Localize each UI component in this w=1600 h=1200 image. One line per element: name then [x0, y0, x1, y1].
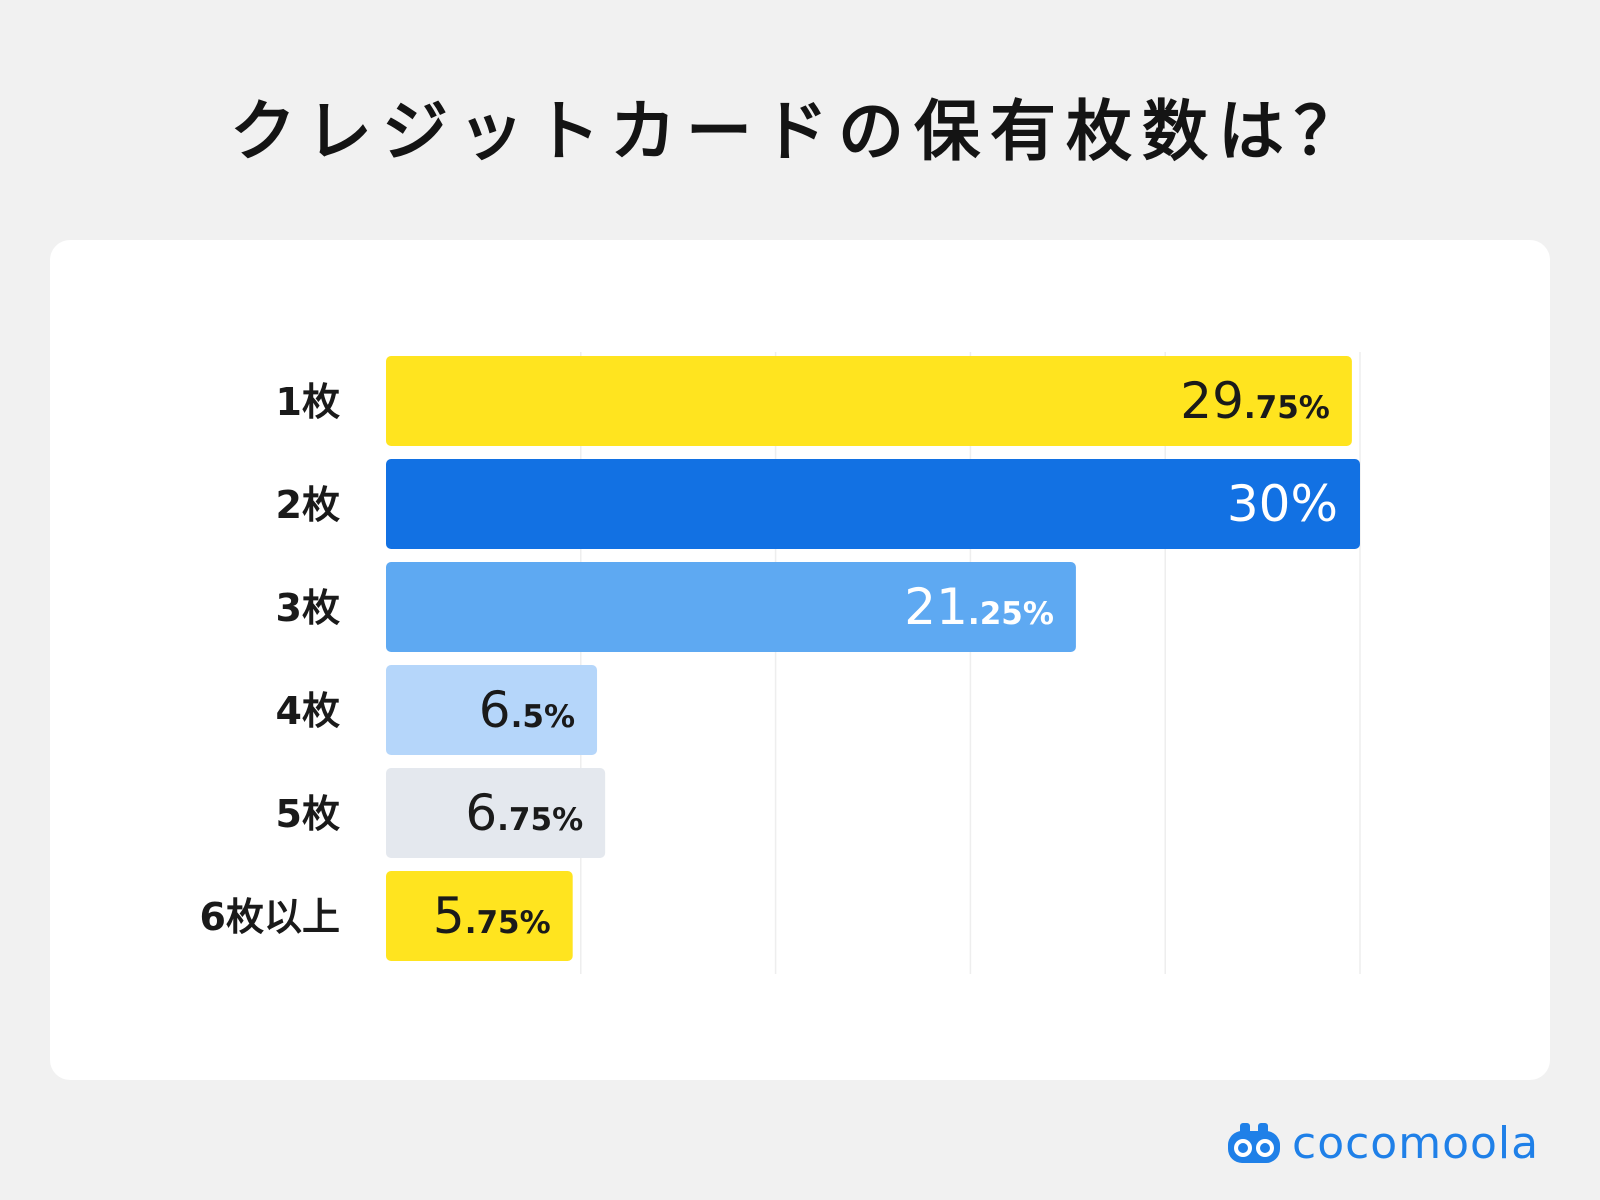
bar [386, 562, 1076, 652]
grid-lines [580, 352, 1361, 974]
bar [386, 871, 573, 961]
category-label: 1枚 [276, 380, 340, 424]
value-label-main: 6 [465, 784, 497, 842]
category-label: 4枚 [276, 689, 340, 733]
page-title: クレジットカードの保有枚数は？ [230, 93, 1370, 170]
bar [386, 665, 598, 755]
brand-name: cocomoola [1292, 1117, 1540, 1169]
value-label: 5.75% [433, 887, 551, 945]
value-label: 6.5% [479, 681, 575, 739]
value-label-main: 5 [433, 887, 465, 945]
value-label-decimal: .5% [511, 699, 575, 735]
value-label-main: 30% [1227, 475, 1338, 533]
value-label-decimal: .25% [968, 596, 1054, 632]
value-label-decimal: .75% [497, 802, 583, 838]
value-label: 29.75% [1180, 372, 1330, 430]
category-label: 3枚 [276, 586, 340, 630]
bars: 1枚 29.75%2枚 30%3枚 21.25%4枚 6.5%5枚 6.75%6枚以上 5.… [200, 356, 1360, 961]
chart-card: 1枚 29.75% 2枚 30% 3枚 21.25% 4枚 6.5% 5枚 6.75% 6枚以上 5.… [50, 240, 1550, 1080]
value-label: 21.25% [904, 578, 1054, 636]
value-label-decimal: .75% [465, 905, 551, 941]
value-label-main: 6 [479, 681, 511, 739]
brand-logo: cocomoola [1226, 1117, 1540, 1169]
value-label: 6.75% [465, 784, 583, 842]
category-label: 5枚 [276, 792, 340, 836]
category-label: 6枚以上 [200, 895, 340, 939]
value-label: 30% [1227, 475, 1338, 533]
category-label: 2枚 [276, 483, 340, 527]
value-label-decimal: .75% [1244, 390, 1330, 426]
bar [386, 356, 1352, 446]
bar [386, 459, 1360, 549]
binoculars-icon [1228, 1123, 1280, 1163]
bar-chart: 1枚 29.75%2枚 30%3枚 21.25%4枚 6.5%5枚 6.75%6枚以上 5.… [200, 352, 1361, 974]
bar [386, 768, 606, 858]
value-label-main: 29 [1180, 372, 1244, 430]
value-label-main: 21 [904, 578, 968, 636]
